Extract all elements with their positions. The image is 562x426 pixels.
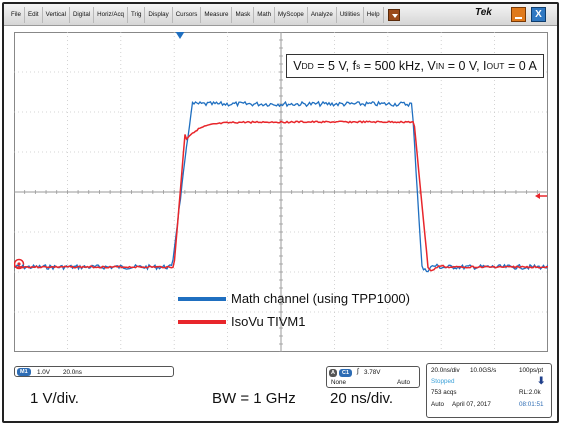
trigger-mode: Auto [397,379,410,386]
rising-edge-icon: ∫ [357,368,359,375]
help-dropdown-icon[interactable] [387,8,400,21]
iout-subscript: OUT [486,61,505,71]
menu-trig[interactable]: Trig [128,6,146,23]
tek-logo: Tek [475,7,492,18]
trigger-readout[interactable]: A C1 ∫ 3.78V None Auto [326,366,420,388]
trigger-a-chip: A [329,369,337,377]
math-readout[interactable]: M1 1.0V 20.0ns [14,366,174,377]
acquisition-state: Stopped [431,378,455,385]
oscilloscope-window: File Edit Vertical Digital Horiz/Acq Tri… [2,2,559,423]
menu-math[interactable]: Math [254,6,276,23]
menu-analyze[interactable]: Analyze [308,6,337,23]
point-resolution: 100ps/pt [519,367,544,374]
math-channel-trace [14,100,548,273]
isovu-trace [14,120,548,272]
bandwidth-caption: BW = 1 GHz [212,390,296,407]
timebase-caption: 20 ns/div. [330,390,394,407]
status-area: M1 1.0V 20.0ns A C1 ∫ 3.78V None Auto 20… [4,360,557,421]
grid [14,32,548,352]
acquisition-count: 753 acqs [431,389,457,396]
math-time: 20.0ns [63,369,82,376]
fs-value: = 500 kHz, V [360,59,436,73]
legend-swatch-blue [178,296,226,301]
menu-utilities[interactable]: Utilities [337,6,364,23]
trigger-coupling: None [331,379,347,386]
legend-label-isovu: IsoVu TIVM1 [231,314,306,329]
vdd-subscript: DD [301,61,314,71]
math-scale: 1.0V [37,369,50,376]
close-button[interactable]: X [531,7,546,22]
menu-file[interactable]: File [8,6,25,23]
iout-value: = 0 A [504,59,537,73]
vin-subscript: IN [435,61,445,71]
menu-horiz-acq[interactable]: Horiz/Acq [94,6,128,23]
legend-swatch-red [178,319,226,324]
fs-subscript: s [356,61,361,71]
vin-value: = 0 V, I [444,59,487,73]
menu-display[interactable]: Display [145,6,173,23]
timebase: 20.0ns/div [431,367,460,374]
menu-digital[interactable]: Digital [70,6,95,23]
down-arrow-icon: ⬇ [537,376,546,387]
math-chip: M1 [17,368,31,376]
acquisition-date: April 07, 2017 [452,401,491,408]
vdd-value: = 5 V, f [313,59,357,73]
menu-cursors[interactable]: Cursors [173,6,202,23]
vdd-symbol: V [293,59,302,73]
menu-vertical[interactable]: Vertical [43,6,70,23]
menu-mask[interactable]: Mask [232,6,255,23]
acquisition-time: 08:01:51 [519,401,544,408]
vertical-scale-caption: 1 V/div. [30,390,79,407]
menu-help[interactable]: Help [364,6,384,23]
trigger-level-arrow-icon [535,193,547,199]
legend-entry-isovu: IsoVu TIVM1 [178,314,305,329]
legend-entry-math: Math channel (using TPP1000) [178,291,410,306]
trigger-channel-chip: C1 [339,369,353,377]
menu-myscope[interactable]: MyScope [275,6,308,23]
acquisition-mode: Auto [431,401,444,408]
menu-measure[interactable]: Measure [201,6,233,23]
waveform-graticule [14,32,548,352]
waveform-display [14,32,548,352]
menu-bar: File Edit Vertical Digital Horiz/Acq Tri… [4,4,557,26]
menu-edit[interactable]: Edit [25,6,43,23]
trigger-level: 3.78V [364,369,381,376]
trigger-position-icon [175,32,185,39]
minimize-button[interactable] [511,7,526,22]
record-length: RL:2.0k [519,389,541,396]
legend-label-math: Math channel (using TPP1000) [231,291,410,306]
acquisition-readout[interactable]: 20.0ns/div 10.0GS/s 100ps/pt Stopped ⬇ 7… [426,363,552,418]
sample-rate: 10.0GS/s [470,367,497,374]
